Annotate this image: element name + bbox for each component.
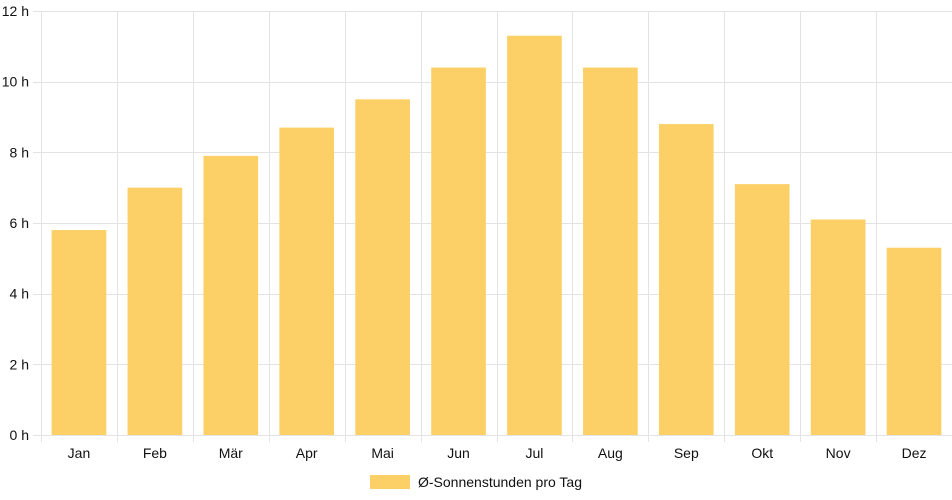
x-tick-label: Jul [526,445,544,461]
x-tick-label: Jun [447,445,470,461]
y-tick-label: 8 h [10,144,29,160]
x-tick-label: Dez [902,445,927,461]
x-tick-label: Okt [751,445,773,461]
bar[interactable] [203,155,259,435]
x-axis: Jan Feb Mär Apr Mai Jun Jul Aug Sep Okt Nov Dez [68,445,927,461]
x-tick-label: Sep [674,445,699,461]
x-tick-label: Mai [371,445,394,461]
x-tick-label: Nov [826,445,851,461]
bar[interactable] [51,230,107,435]
legend-swatch [370,475,410,489]
bar[interactable] [658,124,714,436]
bar[interactable] [127,187,183,435]
bars [51,35,942,436]
x-tick-label: Feb [143,445,167,461]
x-tick-label: Mär [219,445,243,461]
legend[interactable]: Ø-Sonnenstunden pro Tag [370,474,582,490]
y-tick-label: 10 h [2,74,29,90]
x-tick-label: Jan [68,445,91,461]
grid [33,11,952,442]
y-tick-label: 2 h [10,356,29,372]
bar[interactable] [583,67,638,436]
bar[interactable] [431,67,486,436]
legend-label: Ø-Sonnenstunden pro Tag [418,474,582,490]
bar[interactable] [507,35,562,435]
bar[interactable] [810,219,866,435]
y-tick-label: 4 h [10,286,29,302]
x-tick-label: Apr [296,445,318,461]
y-axis: 0 h 2 h 4 h 6 h 8 h 10 h 12 h [2,3,29,443]
bar[interactable] [886,247,942,435]
bar[interactable] [355,99,410,435]
bar[interactable] [279,127,335,435]
y-tick-label: 12 h [2,3,29,19]
x-tick-label: Aug [598,445,623,461]
y-tick-label: 0 h [10,427,29,443]
y-tick-label: 6 h [10,215,29,231]
bar[interactable] [734,184,790,435]
